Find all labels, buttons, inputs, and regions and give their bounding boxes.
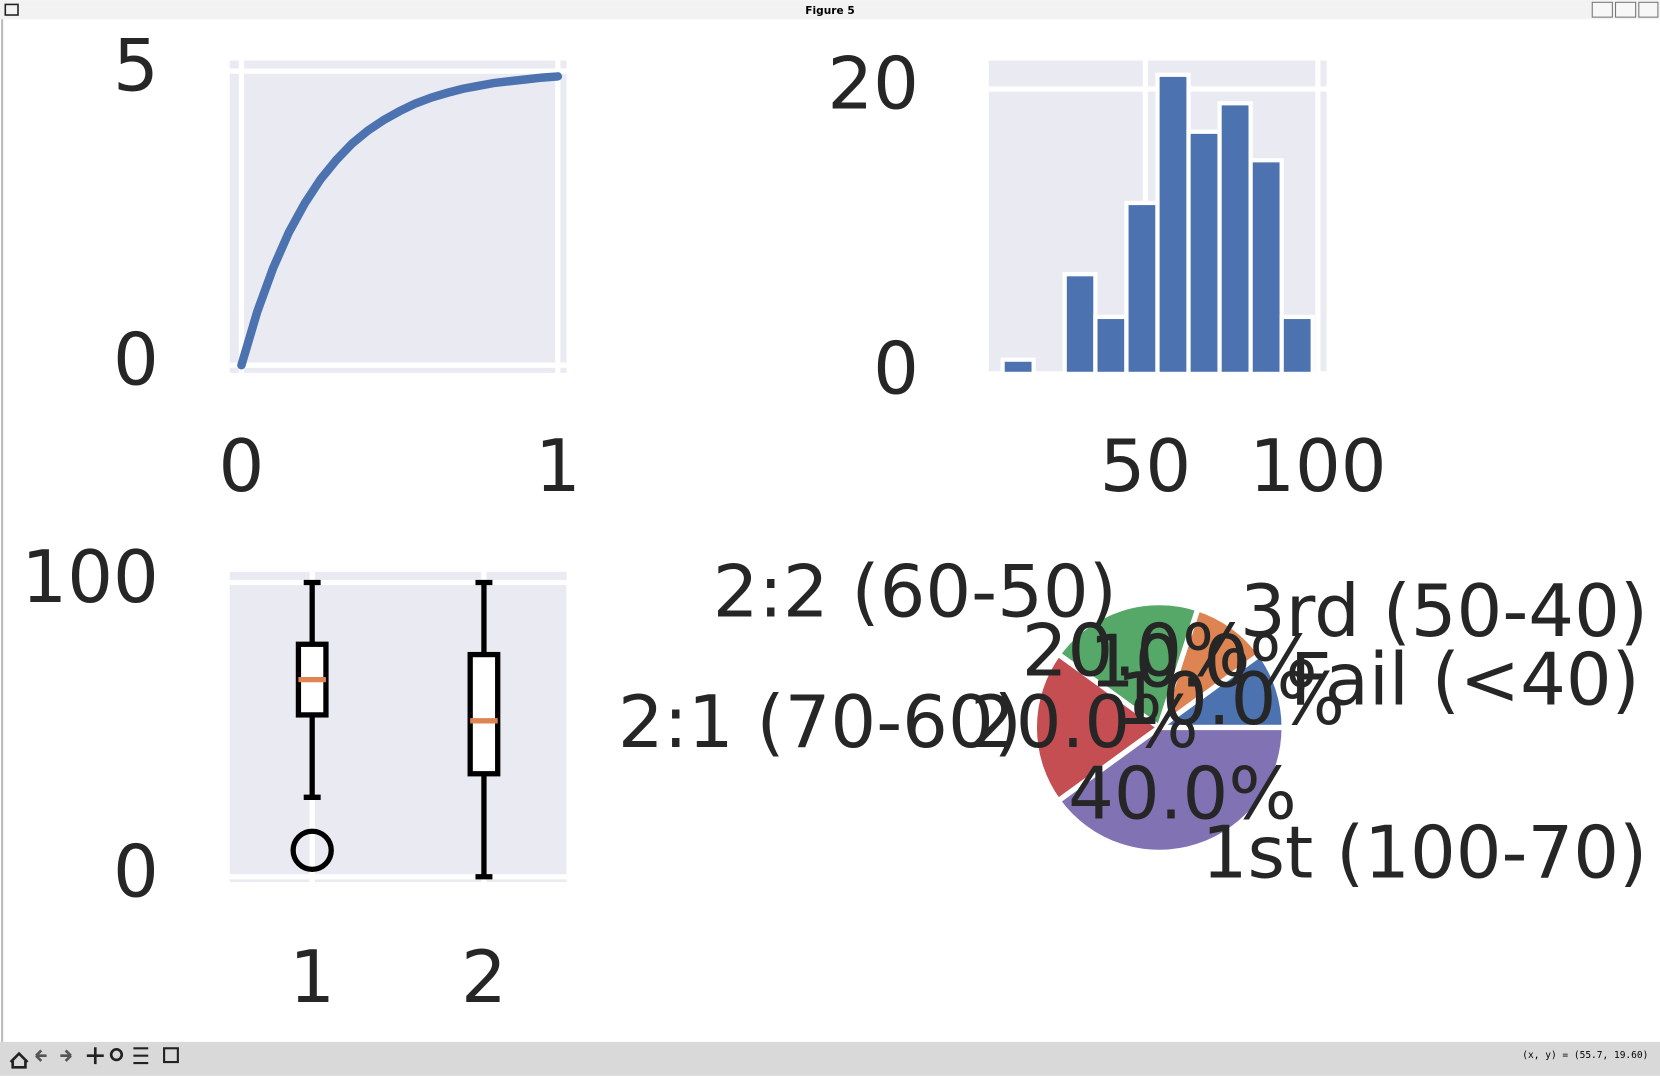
histogram-bar [1062, 272, 1098, 377]
x-tick-label: 1 [535, 424, 581, 508]
pan-button[interactable] [86, 1047, 104, 1065]
back-button[interactable] [35, 1049, 47, 1062]
histogram-bar [1217, 101, 1253, 377]
y-tick-label: 100 [21, 535, 158, 619]
x-tick-label: 0 [219, 424, 265, 508]
pie-label: 2:1 (70-60) [618, 680, 1022, 764]
line-series [237, 72, 563, 370]
histogram-bar [1124, 200, 1160, 377]
forward-button[interactable] [60, 1049, 72, 1062]
y-tick-label: 0 [113, 829, 159, 913]
home-button[interactable] [9, 1051, 29, 1069]
pie-wedge [1031, 650, 1164, 805]
histogram-bar [1093, 314, 1129, 377]
histogram-bar [1279, 314, 1315, 377]
axes-background [229, 571, 567, 883]
x-tick-label: 50 [1100, 424, 1192, 508]
toolbar [0, 1041, 1660, 1076]
pie-label: 2:2 (60-50) [713, 549, 1117, 633]
toolbar-icons [9, 1047, 179, 1069]
histogram-bar [1155, 72, 1191, 377]
pie-label: 1st (100-70) [1202, 811, 1647, 895]
configure-button[interactable] [133, 1047, 149, 1065]
x-tick-label: 2 [461, 935, 507, 1019]
pie-label: 3rd (50-40) [1240, 569, 1648, 653]
box [467, 651, 501, 777]
y-tick-label: 5 [113, 24, 159, 108]
pie-wedge [1054, 599, 1202, 732]
x-tick-label: 100 [1249, 424, 1386, 508]
pie-percent-label: 20.0% [1022, 609, 1251, 693]
pie-percent-label: 10.0% [1089, 619, 1318, 703]
pie-wedge [1054, 724, 1287, 856]
y-tick-label: 20 [827, 42, 919, 126]
minimize-button[interactable] [1591, 1, 1613, 18]
pie-percent-label: 40.0% [1068, 751, 1297, 835]
zoom-button[interactable] [109, 1048, 124, 1062]
title-bar [0, 0, 1660, 20]
window-controls [1591, 1, 1659, 18]
histogram-bar [1248, 158, 1284, 377]
maximize-button[interactable] [1615, 1, 1637, 18]
x-tick-label: 1 [289, 935, 335, 1019]
pie-percent-label: 20.0% [970, 680, 1199, 764]
pie-label: Fail (<40) [1290, 638, 1640, 722]
close-button[interactable] [1638, 1, 1659, 18]
save-button[interactable] [163, 1047, 179, 1064]
histogram-bar [1186, 129, 1222, 377]
y-tick-label: 0 [113, 318, 159, 402]
histogram-bar [1000, 357, 1036, 377]
y-tick-label: 0 [873, 326, 919, 410]
window-icon[interactable] [4, 3, 19, 16]
status-text: (x, y) = (55.7, 19.60) [1522, 1050, 1648, 1061]
flier [290, 828, 334, 872]
pie-percent-label: 10.0% [1116, 657, 1345, 741]
window-title: Figure 5 [805, 5, 854, 17]
